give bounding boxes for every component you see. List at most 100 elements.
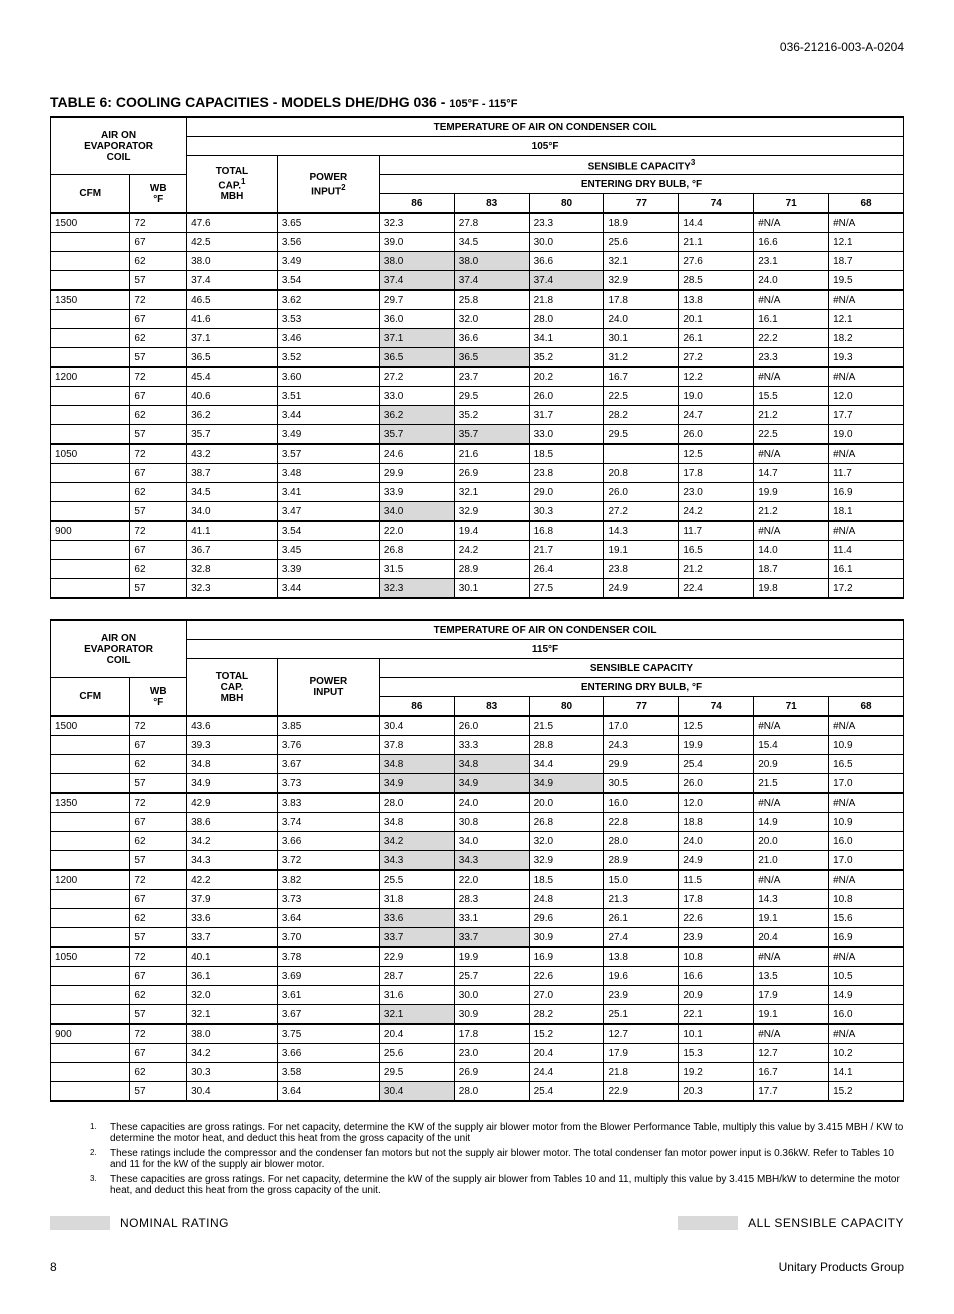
cell-val: 29.6 <box>529 909 604 928</box>
cell-val: 26.0 <box>454 716 529 736</box>
cell-val: 13.8 <box>679 290 754 310</box>
cell-cap: 36.1 <box>187 967 278 986</box>
cell-val: 19.9 <box>454 947 529 967</box>
cell-pwr: 3.51 <box>277 387 379 406</box>
cell-pwr: 3.49 <box>277 252 379 271</box>
cell-pwr: 3.46 <box>277 329 379 348</box>
cell-cfm: 1350 <box>51 290 130 310</box>
cell-wb: 57 <box>130 1005 187 1025</box>
cell-val: 21.1 <box>679 233 754 252</box>
cell-val: 34.9 <box>454 774 529 794</box>
cell-val: 33.0 <box>379 387 454 406</box>
cell-val: 19.3 <box>829 348 904 368</box>
cell-val: 18.8 <box>679 813 754 832</box>
footnote-text: These ratings include the compressor and… <box>110 1148 904 1170</box>
cell-pwr: 3.65 <box>277 213 379 233</box>
cell-val: 33.6 <box>379 909 454 928</box>
cell-val: 26.4 <box>529 560 604 579</box>
hdr-total-cap: TOTALCAP.MBH <box>187 659 278 717</box>
table-row: 10507243.23.5724.621.618.512.5#N/A#N/A <box>51 444 904 464</box>
cell-val: 22.5 <box>754 425 829 445</box>
cell-val: #N/A <box>829 367 904 387</box>
cell-val: 26.0 <box>679 425 754 445</box>
cell-val: 29.9 <box>379 464 454 483</box>
cell-val: 22.2 <box>754 329 829 348</box>
cell-val: 16.0 <box>829 832 904 851</box>
cell-val: 28.8 <box>529 736 604 755</box>
cell-cfm-empty <box>51 310 130 329</box>
cell-val: 18.2 <box>829 329 904 348</box>
cell-pwr: 3.76 <box>277 736 379 755</box>
cell-cfm-empty <box>51 736 130 755</box>
hdr-db: 77 <box>604 194 679 214</box>
cell-val: 17.2 <box>829 579 904 599</box>
hdr-db: 80 <box>529 697 604 717</box>
cell-val <box>604 444 679 464</box>
cell-cfm-empty <box>51 252 130 271</box>
cell-val: 16.7 <box>754 1063 829 1082</box>
cell-cap: 34.0 <box>187 502 278 522</box>
cell-val: #N/A <box>754 1024 829 1044</box>
cell-wb: 67 <box>130 233 187 252</box>
cell-val: 24.6 <box>379 444 454 464</box>
cell-val: 21.5 <box>529 716 604 736</box>
cell-val: 10.8 <box>679 947 754 967</box>
hdr-wb: WB°F <box>130 175 187 214</box>
cell-pwr: 3.41 <box>277 483 379 502</box>
cell-val: 30.1 <box>604 329 679 348</box>
cell-cap: 42.2 <box>187 870 278 890</box>
table-row: 6734.23.6625.623.020.417.915.312.710.2 <box>51 1044 904 1063</box>
cell-val: 10.5 <box>829 967 904 986</box>
cell-val: 20.9 <box>679 986 754 1005</box>
cell-wb: 67 <box>130 387 187 406</box>
cell-val: 11.7 <box>679 521 754 541</box>
cell-cfm-empty <box>51 1005 130 1025</box>
hdr-db: 83 <box>454 194 529 214</box>
cell-val: 37.8 <box>379 736 454 755</box>
cell-val: 29.5 <box>454 387 529 406</box>
cell-val: 25.4 <box>529 1082 604 1102</box>
cell-wb: 57 <box>130 271 187 291</box>
cell-val: 36.5 <box>379 348 454 368</box>
cell-cfm-empty <box>51 233 130 252</box>
cell-val: 28.3 <box>454 890 529 909</box>
table-row: 5737.43.5437.437.437.432.928.524.019.5 <box>51 271 904 291</box>
cell-val: 19.0 <box>679 387 754 406</box>
cell-val: 26.8 <box>529 813 604 832</box>
cell-val: 24.0 <box>754 271 829 291</box>
legend-nominal: NOMINAL RATING <box>120 1216 229 1230</box>
cell-val: 26.9 <box>454 1063 529 1082</box>
page-footer: 8 Unitary Products Group <box>50 1260 904 1274</box>
cell-val: 33.1 <box>454 909 529 928</box>
table-row: 6739.33.7637.833.328.824.319.915.410.9 <box>51 736 904 755</box>
cell-val: 34.0 <box>379 502 454 522</box>
cell-val: 18.1 <box>829 502 904 522</box>
cell-pwr: 3.67 <box>277 1005 379 1025</box>
cell-val: 32.1 <box>454 483 529 502</box>
cell-wb: 62 <box>130 832 187 851</box>
cell-wb: 72 <box>130 290 187 310</box>
cell-val: 32.3 <box>379 213 454 233</box>
table-row: 5730.43.6430.428.025.422.920.317.715.2 <box>51 1082 904 1102</box>
cell-val: 29.5 <box>379 1063 454 1082</box>
cell-val: 19.1 <box>754 1005 829 1025</box>
hdr-cfm: CFM <box>51 678 130 717</box>
cell-wb: 62 <box>130 483 187 502</box>
cell-val: 20.9 <box>754 755 829 774</box>
hdr-total-cap: TOTALCAP.1MBH <box>187 156 278 214</box>
cell-val: 16.5 <box>679 541 754 560</box>
table-row: 6234.23.6634.234.032.028.024.020.016.0 <box>51 832 904 851</box>
cell-wb: 67 <box>130 813 187 832</box>
cell-wb: 67 <box>130 890 187 909</box>
cell-pwr: 3.70 <box>277 928 379 948</box>
cell-val: 12.0 <box>679 793 754 813</box>
cell-cap: 42.9 <box>187 793 278 813</box>
cell-val: 34.8 <box>379 813 454 832</box>
cell-cfm-empty <box>51 890 130 909</box>
cell-val: 15.2 <box>829 1082 904 1102</box>
cell-val: 33.9 <box>379 483 454 502</box>
footnote-text: These capacities are gross ratings. For … <box>110 1122 904 1144</box>
cell-cap: 47.6 <box>187 213 278 233</box>
cell-val: 34.9 <box>379 774 454 794</box>
table-row: 15007247.63.6532.327.823.318.914.4#N/A#N… <box>51 213 904 233</box>
